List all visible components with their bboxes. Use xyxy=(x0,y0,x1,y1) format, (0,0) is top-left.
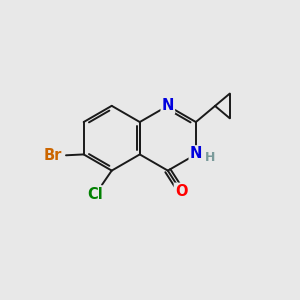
Text: Br: Br xyxy=(44,148,62,164)
Text: N: N xyxy=(162,98,174,113)
Text: O: O xyxy=(175,184,187,199)
Text: N: N xyxy=(190,146,202,161)
Text: H: H xyxy=(205,152,215,164)
Text: Cl: Cl xyxy=(88,187,103,202)
